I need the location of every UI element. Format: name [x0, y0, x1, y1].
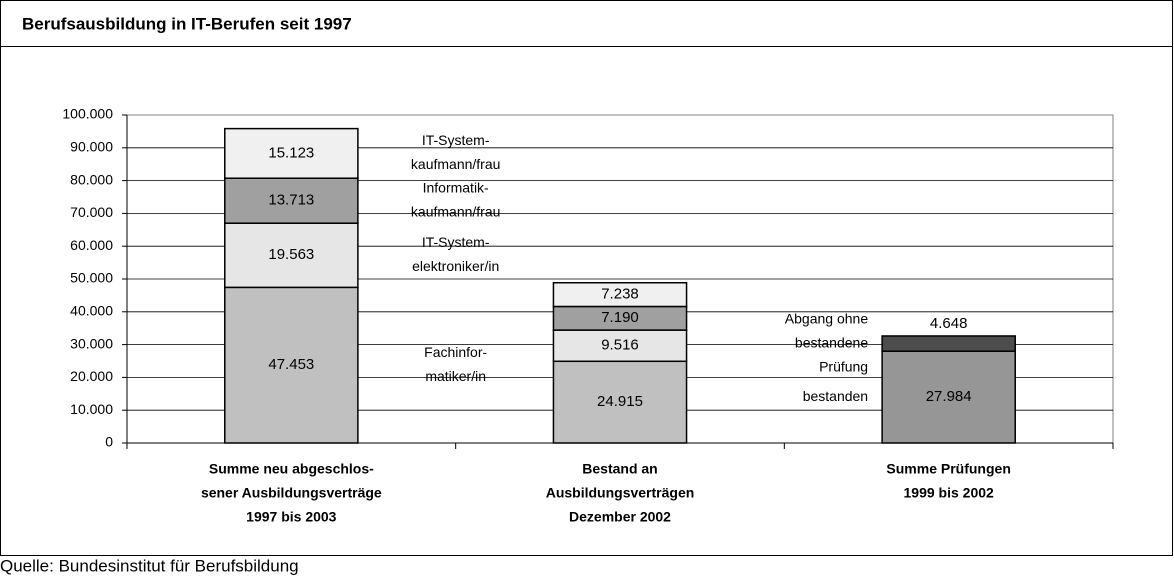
- series-label: kaufmann/frau: [411, 156, 501, 172]
- y-tick-label: 100.000: [62, 106, 113, 122]
- y-tick-label: 0: [105, 434, 113, 450]
- value-label: 4.648: [930, 315, 968, 332]
- value-label: 24.915: [597, 393, 643, 410]
- series-label: Prüfung: [819, 358, 868, 374]
- value-label: 19.563: [268, 246, 314, 263]
- series-label: elektroniker/in: [412, 258, 499, 274]
- value-label: 7.190: [601, 309, 639, 326]
- y-tick-label: 90.000: [70, 139, 113, 155]
- y-tick-label: 30.000: [70, 335, 113, 351]
- series-label: Abgang ohne: [785, 310, 869, 326]
- series-label: bestanden: [803, 388, 868, 404]
- y-tick-label: 60.000: [70, 237, 113, 253]
- y-tick-label: 50.000: [70, 270, 113, 286]
- bar-segment: [224, 286, 359, 444]
- series-label: matiker/in: [425, 368, 486, 384]
- bar-segment: [552, 281, 688, 308]
- y-tick-label: 70.000: [70, 204, 113, 220]
- bar-segment: [224, 127, 359, 179]
- series-label: bestandene: [795, 334, 868, 350]
- value-label: 9.516: [601, 337, 639, 354]
- bar-segment: [881, 335, 1016, 352]
- bar-segment: [552, 360, 688, 444]
- bar-segment: [224, 222, 359, 289]
- y-tick-label: 10.000: [70, 401, 113, 417]
- value-label: 7.238: [601, 286, 639, 303]
- y-tick-label: 20.000: [70, 368, 113, 384]
- x-tick-label: Summe neu abgeschlos-: [209, 461, 374, 477]
- source: Quelle: Bundesinstitut für Berufsbildung: [0, 556, 299, 575]
- x-tick-label: 1999 bis 2002: [904, 485, 995, 501]
- value-label: 13.713: [268, 192, 314, 209]
- value-label: 15.123: [268, 144, 314, 161]
- bar-segment: [552, 329, 688, 363]
- value-label: 47.453: [268, 356, 314, 373]
- x-tick-label: sener Ausbildungsverträge: [201, 485, 382, 501]
- series-label: kaufmann/frau: [411, 203, 501, 219]
- series-label: Fachinfor-: [424, 344, 487, 360]
- y-tick-label: 80.000: [70, 171, 113, 187]
- bar-segment: [881, 350, 1016, 444]
- x-tick-label: Dezember 2002: [569, 509, 671, 525]
- bar-segment: [224, 177, 359, 224]
- y-tick-label: 40.000: [70, 303, 113, 319]
- x-tick-label: Summe Prüfungen: [886, 461, 1010, 477]
- x-tick-label: Bestand an: [582, 461, 657, 477]
- x-tick-label: 1997 bis 2003: [246, 509, 337, 525]
- series-label: Informatik-: [423, 179, 489, 195]
- series-label: IT-System-: [422, 132, 490, 148]
- chart-title: Berufsausbildung in IT-Berufen seit 1997: [22, 14, 352, 33]
- series-label: IT-System-: [422, 234, 490, 250]
- value-label: 27.984: [926, 388, 972, 405]
- x-tick-label: Ausbildungsverträgen: [546, 485, 695, 501]
